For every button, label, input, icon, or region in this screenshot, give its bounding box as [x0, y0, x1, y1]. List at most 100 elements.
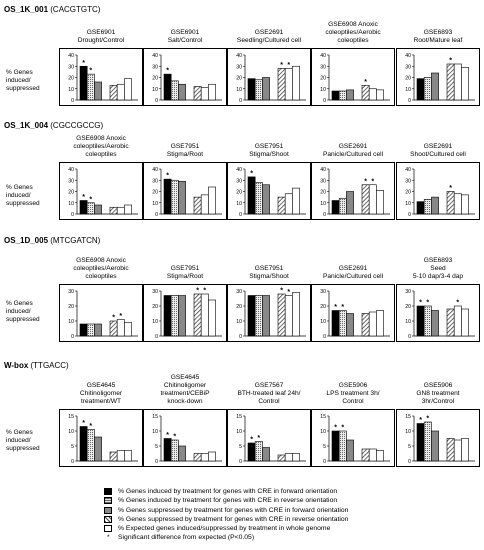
bar-chart: 0 5 10 15 * *: [320, 414, 390, 465]
caption-line: Stigma/Root: [166, 151, 204, 158]
bar: [94, 204, 102, 215]
bar: [277, 68, 286, 101]
caption-line: knock-down: [167, 398, 203, 405]
bar: [208, 299, 216, 337]
caption-line: Control: [258, 398, 280, 405]
significance-star: *: [166, 173, 169, 180]
chart-panel: 0 5 10 15 * *: [143, 409, 227, 467]
bar: [254, 182, 263, 215]
y-tick-label: 40: [68, 167, 74, 173]
y-tick-label: 10: [405, 201, 411, 207]
chart-panel: 0 10 20 30 * *: [143, 284, 227, 342]
bar: [292, 292, 300, 337]
y-tick-label: 5: [408, 444, 411, 450]
bar: [331, 310, 340, 337]
chart-panel: 0 10 20 30 40 *: [227, 162, 311, 220]
significance-star: *: [341, 304, 344, 311]
bar: [461, 67, 469, 101]
bar-chart: 0 10 20 30 40 *: [405, 167, 475, 218]
y-tick-label: 0: [408, 212, 411, 218]
bar: [292, 65, 300, 101]
caption-line: GSE6908 Anoxic: [328, 21, 378, 28]
bar: [170, 295, 179, 337]
significance-star: *: [280, 62, 283, 69]
bar: [338, 310, 347, 337]
bar: [200, 293, 209, 337]
bar: [116, 450, 125, 462]
y-tick-label: 10: [68, 201, 74, 207]
bar: [178, 181, 186, 215]
y-tick-label: 10: [68, 319, 74, 325]
section-name: W-box: [4, 361, 29, 370]
y-tick-label: 20: [405, 190, 411, 196]
bar-chart: 0 10 20 30 40 *: [320, 53, 390, 104]
y-tick-label: 0: [71, 334, 74, 340]
bar: [178, 445, 186, 462]
y-tick-label: 15: [405, 414, 411, 420]
bar: [361, 184, 370, 215]
bar: [94, 81, 102, 101]
legend-swatch: [104, 515, 112, 523]
caption-line: Root/Mature leaf: [413, 37, 463, 44]
significance-star: *: [364, 79, 367, 86]
bar: [178, 83, 186, 101]
chart-caption: GSE5906 LPS treatment 3h/Control: [311, 382, 395, 406]
caption-line: GSE6908 Anoxic: [76, 257, 126, 264]
chart-panel: 0 5 10 15 * *: [311, 409, 395, 467]
bar: [109, 451, 118, 462]
bar: [262, 77, 270, 101]
bar-chart: 0 10 20 30 40 * *: [68, 167, 138, 218]
chart-panel: 0 10 20 30 * * *: [396, 284, 480, 342]
bar: [124, 322, 132, 337]
y-tick-label: 30: [405, 178, 411, 184]
y-tick-label: 40: [320, 53, 326, 59]
bar: [170, 179, 179, 215]
y-tick-label: 30: [236, 64, 242, 70]
bar: [423, 199, 432, 215]
y-tick-label: 30: [405, 289, 411, 295]
legend-label: % Genes suppressed by treatment for gene…: [118, 515, 349, 523]
significance-star: *: [449, 185, 452, 192]
chart-panel: 0 10 20 30 * *: [227, 284, 311, 342]
bar: [79, 200, 88, 215]
bar-chart: 0 10 20 30 40 * *: [68, 53, 138, 104]
y-tick-label: 0: [155, 98, 158, 104]
caption-line: Control: [342, 398, 364, 405]
bar-chart: 0 10 20 30 * * *: [405, 289, 475, 340]
bar: [453, 305, 462, 337]
caption-line: GSE6908 Anoxic: [76, 135, 126, 142]
legend-label: % Genes induced by treatment for genes w…: [118, 488, 338, 495]
significance-star: *: [257, 435, 260, 442]
y-tick-label: 20: [152, 76, 158, 82]
caption-line: GSE7951: [254, 143, 284, 150]
significance-star: *: [89, 196, 92, 203]
significance-star: *: [250, 437, 253, 444]
y-tick-label: 10: [236, 319, 242, 325]
caption-line: GSE4645: [86, 382, 116, 389]
bar: [292, 187, 300, 215]
caption-line: GSE6901: [86, 29, 116, 36]
y-tick-label: 10: [405, 429, 411, 435]
y-tick-label: 0: [408, 98, 411, 104]
caption-line: GSE7951: [170, 143, 200, 150]
y-tick-label: 30: [68, 178, 74, 184]
bar-chart: 0 5 10 15 * *: [236, 414, 306, 465]
y-tick-label: 30: [152, 64, 158, 70]
bar: [453, 439, 462, 462]
y-tick-label: 0: [71, 98, 74, 104]
legend-swatch: [104, 497, 112, 505]
y-tick-label: 0: [239, 212, 242, 218]
significance-star: *: [334, 425, 337, 432]
y-tick-label: 10: [405, 319, 411, 325]
y-tick-label: 40: [405, 167, 411, 173]
bar: [423, 305, 432, 337]
y-tick-label: 10: [152, 319, 158, 325]
bar: [446, 191, 455, 215]
y-tick-label: 0: [155, 459, 158, 465]
bar: [461, 438, 469, 462]
bar-chart: 0 10 20 30 * *: [68, 289, 138, 340]
section-title: OS_1D_005 (MTCGATCN): [4, 236, 100, 245]
caption-line: Salt/Control: [167, 37, 203, 44]
caption-line: Stigma/Root: [166, 273, 204, 280]
y-tick-label: 15: [320, 414, 326, 420]
